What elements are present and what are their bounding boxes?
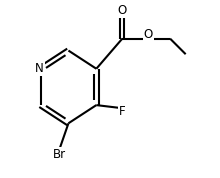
Text: N: N <box>35 62 44 75</box>
Text: Br: Br <box>53 148 66 161</box>
Text: F: F <box>119 105 126 119</box>
Text: O: O <box>144 28 153 41</box>
Text: O: O <box>118 4 127 17</box>
